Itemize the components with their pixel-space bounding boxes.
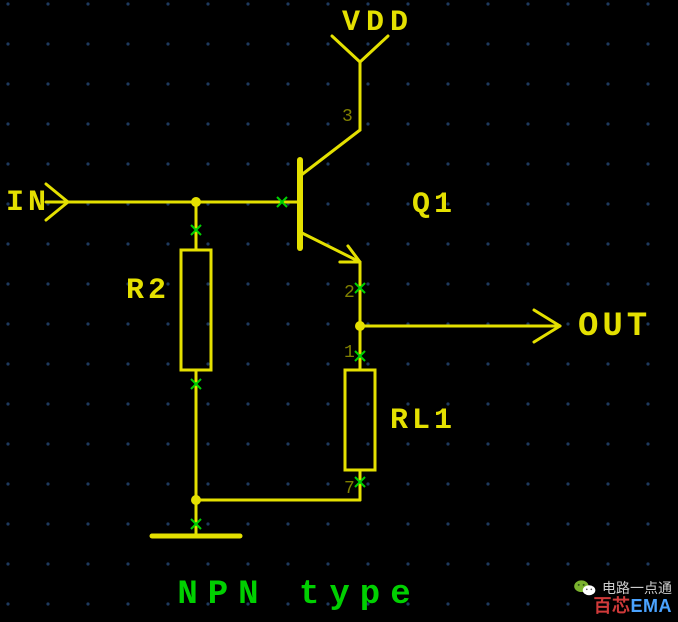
pin-rl-top: 1 xyxy=(344,343,355,363)
pin-rl-bot: 7 xyxy=(344,479,355,499)
schematic-svg: VDD IN Q1 OUT R2 RL1 NPN type 3 2 1 7 xyxy=(0,0,678,622)
label-r2: R2 xyxy=(126,274,170,308)
label-out: OUT xyxy=(578,308,651,346)
dot-grid xyxy=(6,2,649,605)
label-title: NPN type xyxy=(177,576,420,614)
schematic-canvas: VDDINQ1OUTR2RL1NPN type3217 电路一点通 百芯EMA xyxy=(0,0,678,622)
symbols xyxy=(46,36,560,536)
wires xyxy=(46,62,560,536)
pin-collector: 3 xyxy=(342,107,353,127)
label-q1: Q1 xyxy=(412,188,456,222)
label-vdd: VDD xyxy=(342,6,414,40)
pin-emitter: 2 xyxy=(344,283,355,303)
label-in: IN xyxy=(6,186,50,220)
connection-marks xyxy=(191,197,365,529)
label-rl1: RL1 xyxy=(390,404,456,438)
